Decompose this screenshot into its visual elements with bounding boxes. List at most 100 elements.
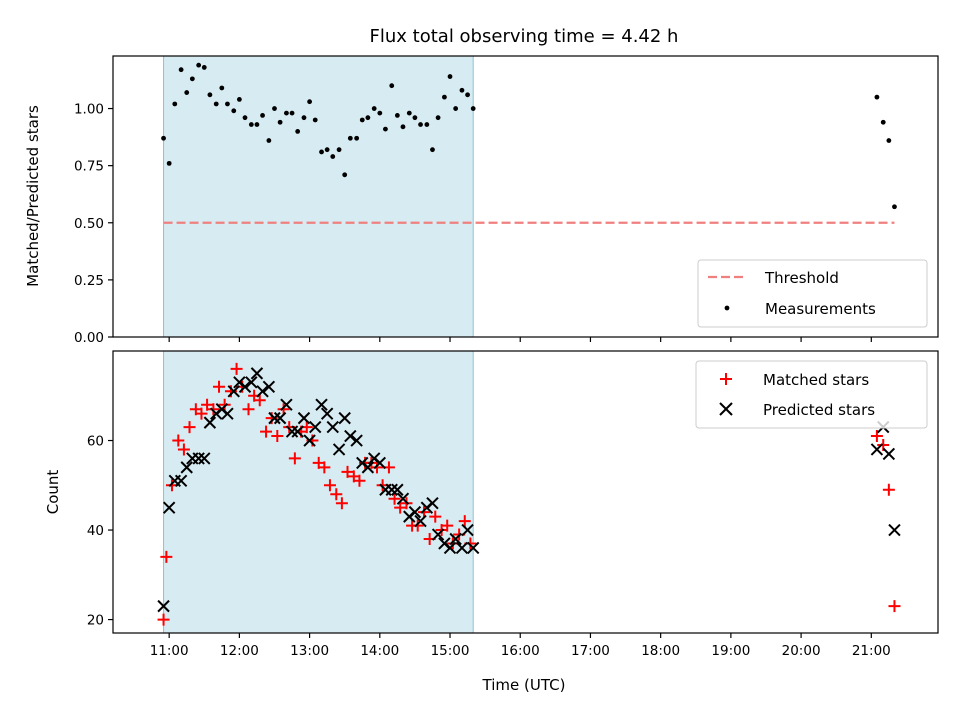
measurement-point — [277, 119, 283, 125]
predicted-star-point — [344, 429, 357, 443]
matched-star-point — [341, 465, 354, 478]
predicted-star-point — [408, 505, 422, 519]
predicted-star-point — [870, 443, 884, 456]
matched-star-point — [253, 394, 266, 407]
measurement-point — [430, 147, 435, 153]
measurement-point — [289, 110, 295, 116]
measurement-point — [312, 117, 318, 123]
top-ytick-label: 0.75 — [74, 159, 104, 175]
predicted-star-point — [256, 385, 269, 398]
xtick-label: 15:00 — [431, 643, 470, 659]
measurement-point — [231, 108, 237, 114]
measurement-point — [359, 117, 365, 123]
measurement-point — [394, 112, 400, 118]
matched-star-point — [394, 501, 407, 514]
bottom-y-axis-label: Count — [44, 470, 62, 515]
matched-star-point — [277, 403, 290, 416]
measurement-point — [442, 94, 447, 100]
measurement-point — [354, 135, 360, 141]
measurement-point — [207, 92, 213, 98]
predicted-star-point — [882, 447, 896, 461]
matched-star-point — [429, 510, 442, 523]
legend-measurements-swatch — [724, 305, 730, 311]
measurement-point — [365, 115, 371, 121]
measurement-point — [412, 115, 418, 121]
matched-star-points — [157, 362, 901, 626]
top-axes-frame — [112, 55, 939, 338]
measurement-point — [347, 135, 353, 141]
measurement-point — [196, 62, 202, 68]
legend-matched-label: Matched stars — [763, 371, 869, 389]
predicted-star-point — [198, 452, 211, 465]
predicted-star-point — [157, 599, 170, 613]
xtick-label: 21:00 — [852, 643, 891, 659]
matched-star-point — [260, 425, 273, 438]
bottom-legend: Matched stars Predicted stars — [695, 360, 928, 429]
predicted-star-point — [315, 398, 328, 411]
top-legend: Threshold Measurements — [697, 259, 928, 328]
predicted-star-point — [431, 528, 445, 541]
xtick-label: 16:00 — [501, 643, 540, 659]
predicted-star-point — [285, 425, 299, 438]
matched-star-point — [183, 421, 196, 434]
xtick-label: 19:00 — [711, 643, 750, 659]
matched-star-point — [157, 613, 170, 626]
legend-predicted-swatch — [719, 402, 733, 416]
measurement-point — [406, 110, 412, 116]
measurement-point — [324, 147, 330, 153]
matched-star-point — [213, 380, 226, 393]
measurement-point — [260, 112, 265, 118]
bottom-ytick-label: 20 — [87, 613, 104, 629]
legend-predicted-label: Predicted stars — [763, 401, 875, 419]
matched-star-point — [288, 452, 301, 465]
legend-measurements-label: Measurements — [765, 300, 876, 318]
matched-star-point — [441, 519, 454, 532]
measurement-point — [178, 67, 184, 73]
predicted-star-point — [297, 411, 311, 425]
predicted-star-point — [466, 541, 480, 555]
matched-star-point — [242, 403, 255, 416]
measurement-point — [400, 124, 406, 130]
top-y-axis-label: Matched/Predicted stars — [24, 105, 42, 287]
predicted-star-point — [203, 416, 217, 429]
bottom-panel: 20 40 60 11:00 12:00 13:00 14:00 15:00 16:00 17:… — [44, 350, 939, 694]
predicted-star-point — [326, 420, 339, 434]
predicted-star-point — [192, 452, 205, 465]
matched-star-point — [271, 430, 284, 443]
measurement-point — [319, 149, 324, 155]
predicted-star-point — [461, 523, 474, 537]
top-ytick-label: 1.00 — [74, 102, 104, 118]
measurement-point — [225, 101, 230, 107]
predicted-star-point — [180, 461, 193, 474]
predicted-star-point — [245, 376, 258, 389]
measurement-point — [336, 147, 342, 153]
matched-star-point — [353, 474, 366, 487]
measurement-point — [342, 172, 348, 178]
measurement-point — [470, 106, 476, 111]
predicted-star-point — [396, 492, 410, 505]
matched-star-point — [230, 362, 243, 375]
matched-star-point — [323, 479, 336, 492]
top-panel: 0.00 0.25 0.50 0.75 1.00 Matched/Predicted s… — [24, 55, 939, 346]
top-x-ticks — [168, 337, 872, 342]
bottom-ytick-label: 40 — [87, 523, 104, 539]
measurement-point — [886, 138, 892, 143]
bottom-ytick-label: 60 — [87, 434, 104, 450]
predicted-star-point — [280, 398, 293, 411]
measurement-point — [892, 204, 897, 210]
legend-matched-swatch — [720, 373, 732, 385]
chart-title: Flux total observing time = 4.42 h — [370, 26, 679, 47]
predicted-star-point — [888, 523, 901, 537]
measurement-point — [201, 65, 207, 70]
predicted-star-point — [291, 425, 304, 438]
measurement-point — [242, 115, 248, 121]
measurement-point — [301, 115, 307, 121]
xtick-label: 11:00 — [150, 643, 189, 659]
measurement-point — [266, 138, 272, 143]
matched-star-point — [195, 407, 208, 420]
predicted-star-point — [338, 411, 351, 425]
x-axis-label: Time (UTC) — [482, 676, 566, 694]
bottom-y-ticks: 20 40 60 — [87, 434, 113, 629]
matched-star-point — [888, 600, 901, 613]
